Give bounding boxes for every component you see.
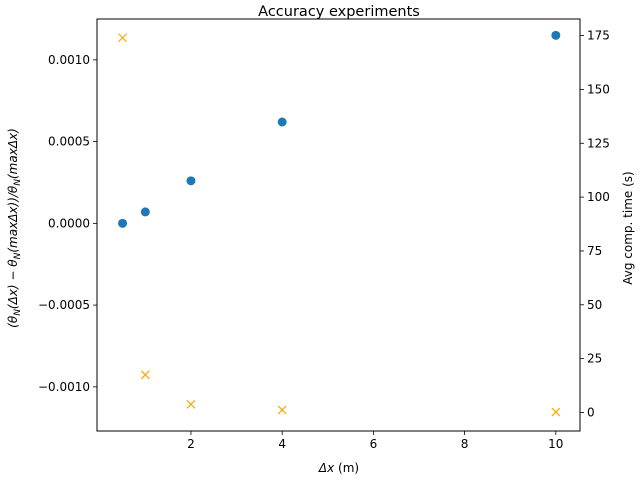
data-point-x <box>277 405 287 415</box>
y-right-tick-label: 75 <box>587 244 602 258</box>
x-tick-label: 6 <box>370 437 378 451</box>
y-right-tick-label: 125 <box>587 136 610 150</box>
y-right-tick-label: 175 <box>587 29 610 43</box>
y-left-tick-label: 0.0000 <box>48 216 90 230</box>
chart-title: Accuracy experiments <box>258 4 420 20</box>
y-left-tick-label: −0.0005 <box>38 298 90 312</box>
x-tick-label: 10 <box>548 437 563 451</box>
data-point-circle <box>277 117 287 127</box>
y-left-axis-ticks: −0.0010 −0.0005 0.0000 0.0005 0.0010 <box>38 53 97 394</box>
data-point-circle <box>186 176 196 186</box>
data-point-x <box>186 399 196 409</box>
y-left-tick-label: −0.0010 <box>38 380 90 394</box>
y-right-tick-label: 50 <box>587 298 602 312</box>
y-right-tick-label: 100 <box>587 190 610 204</box>
y-right-axis-ticks: 0 25 50 75 100 125 150 175 <box>580 29 610 419</box>
y-right-tick-label: 150 <box>587 82 610 96</box>
data-point-x <box>118 33 127 43</box>
data-point-circle <box>118 218 128 228</box>
data-point-x <box>551 407 561 417</box>
series-marks <box>118 30 561 417</box>
y-left-tick-label: 0.0005 <box>48 135 90 149</box>
data-point-circle <box>551 30 561 40</box>
plot-frame <box>96 18 581 432</box>
data-point-x <box>140 370 150 380</box>
x-tick-label: 2 <box>187 437 195 451</box>
data-point-circle <box>140 207 150 217</box>
x-axis-ticks: 2 4 6 8 10 <box>187 431 563 451</box>
x-tick-label: 8 <box>461 437 469 451</box>
y-left-axis-label: (θN(Δx) − θN(maxΔx))/θN(maxΔx) <box>6 128 23 328</box>
y-right-tick-label: 25 <box>587 352 602 366</box>
y-right-axis-label: Avg comp. time (s) <box>621 171 635 284</box>
y-right-tick-label: 0 <box>587 405 595 419</box>
x-axis-label: Δx (m) <box>318 461 359 475</box>
y-left-tick-label: 0.0010 <box>48 53 90 67</box>
x-tick-label: 4 <box>278 437 286 451</box>
